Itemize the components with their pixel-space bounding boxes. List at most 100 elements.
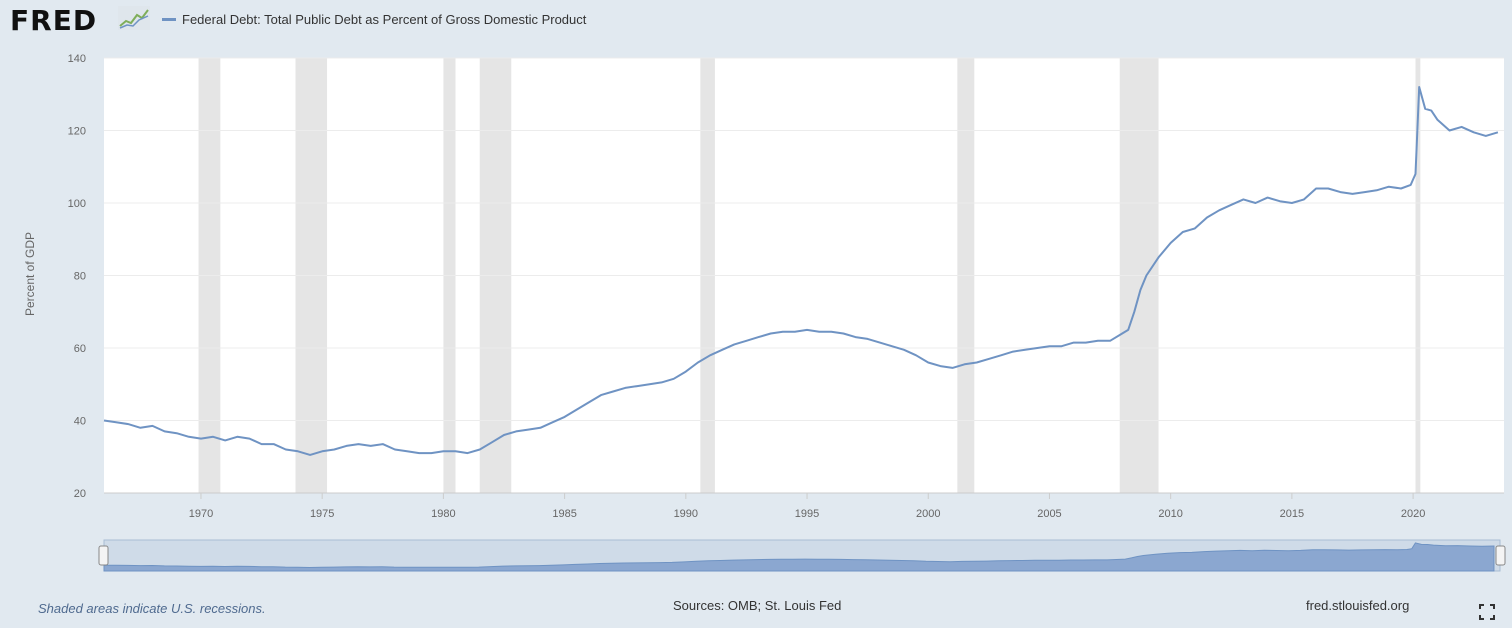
data-point	[1376, 190, 1377, 191]
data-point	[1364, 192, 1365, 193]
sources-text: Sources: OMB; St. Louis Fed	[673, 598, 842, 613]
data-point	[1194, 228, 1195, 229]
data-point	[1182, 231, 1183, 232]
data-point	[1025, 349, 1026, 350]
data-point	[1388, 186, 1389, 187]
data-point	[916, 355, 917, 356]
legend[interactable]: Federal Debt: Total Public Debt as Perce…	[162, 10, 586, 28]
data-point	[1140, 289, 1141, 290]
recession-note: Shaded areas indicate U.S. recessions.	[38, 601, 266, 616]
navigator-handle-left	[98, 545, 109, 566]
data-point	[685, 371, 686, 372]
data-point	[370, 445, 371, 446]
data-point	[1291, 202, 1292, 203]
y-axis: 20 40 60 80 100 120 140	[68, 53, 86, 500]
data-point	[212, 436, 213, 437]
fred-url-link[interactable]: fred.stlouisfed.org	[1306, 598, 1410, 613]
y-tick-label: 80	[74, 271, 86, 283]
data-point	[661, 382, 662, 383]
data-point	[516, 431, 517, 432]
data-point	[1061, 346, 1062, 347]
data-point	[261, 443, 262, 444]
data-point	[1267, 197, 1268, 198]
data-point	[1109, 340, 1110, 341]
data-point	[455, 451, 456, 452]
data-point	[1425, 108, 1426, 109]
data-point	[1085, 342, 1086, 343]
y-axis-title: Percent of GDP	[23, 232, 37, 316]
data-point	[746, 340, 747, 341]
data-point	[564, 416, 565, 417]
data-point	[1473, 132, 1474, 133]
data-point	[128, 424, 129, 425]
data-point	[467, 453, 468, 454]
data-point	[734, 344, 735, 345]
data-point	[164, 431, 165, 432]
data-point	[1415, 173, 1416, 174]
y-tick-label: 40	[74, 416, 86, 428]
data-point	[649, 384, 650, 385]
data-point	[406, 451, 407, 452]
data-point	[431, 453, 432, 454]
data-point	[249, 438, 250, 439]
data-point	[116, 422, 117, 423]
data-point	[1437, 119, 1438, 120]
data-point	[758, 337, 759, 338]
x-tick-label: 2000	[916, 508, 940, 520]
data-point	[625, 387, 626, 388]
data-point	[1419, 86, 1420, 87]
series-line	[103, 86, 1499, 456]
range-navigator[interactable]	[98, 539, 1506, 572]
data-point	[1122, 333, 1123, 334]
data-point	[1340, 192, 1341, 193]
data-point	[673, 378, 674, 379]
data-point	[612, 391, 613, 392]
data-point	[576, 409, 577, 410]
x-tick-label: 1980	[431, 508, 455, 520]
data-point	[1400, 188, 1401, 189]
data-point	[152, 425, 153, 426]
data-point	[1000, 355, 1001, 356]
x-tick-label: 1990	[674, 508, 698, 520]
navigator-series	[103, 542, 1495, 572]
data-point	[903, 349, 904, 350]
data-point	[346, 445, 347, 446]
data-point	[940, 366, 941, 367]
data-point	[1316, 188, 1317, 189]
data-point	[540, 427, 541, 428]
data-point	[394, 449, 395, 450]
chart-header: FRED Federal Debt: Total Public Debt as …	[0, 0, 1512, 40]
fullscreen-icon[interactable]	[1478, 603, 1496, 621]
data-point	[1012, 351, 1013, 352]
data-point	[928, 362, 929, 363]
data-point	[1279, 201, 1280, 202]
data-point	[188, 436, 189, 437]
x-axis: 1970 1975 1980 1985 1990 1995 2000 2005 2010 2015…	[104, 492, 1504, 520]
data-point	[891, 346, 892, 347]
data-point	[1497, 132, 1498, 133]
x-tick-label: 2015	[1280, 508, 1304, 520]
data-point	[1146, 275, 1147, 276]
x-tick-label: 2020	[1401, 508, 1425, 520]
navigator-handle-right	[1495, 545, 1506, 566]
series-layer	[103, 86, 1499, 456]
fred-logo[interactable]: FRED	[10, 4, 98, 37]
data-point	[273, 443, 274, 444]
y-tick-label: 120	[68, 126, 86, 138]
data-point	[1410, 184, 1411, 185]
data-point	[358, 443, 359, 444]
data-point	[770, 333, 771, 334]
data-point	[322, 451, 323, 452]
data-point	[1134, 311, 1135, 312]
data-point	[285, 449, 286, 450]
data-point	[1158, 257, 1159, 258]
data-point	[1073, 342, 1074, 343]
data-point	[1170, 242, 1171, 243]
data-point	[479, 449, 480, 450]
data-point	[794, 331, 795, 332]
data-point	[1449, 130, 1450, 131]
data-point	[419, 453, 420, 454]
data-point	[552, 422, 553, 423]
data-point	[1431, 110, 1432, 111]
